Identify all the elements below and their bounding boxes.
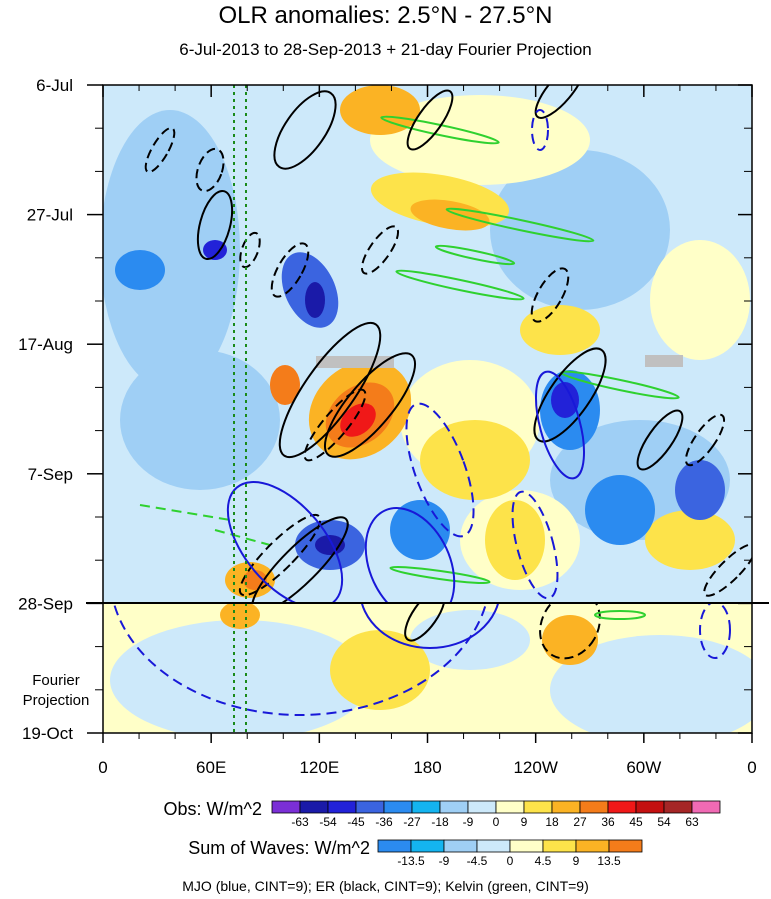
fourier-label-line: Fourier bbox=[32, 672, 80, 689]
x-tick-label: 120W bbox=[513, 758, 557, 777]
x-axis: 0 60E 120E 180 120W 60W 0 bbox=[98, 85, 757, 777]
fourier-field bbox=[103, 603, 752, 733]
colorbar-swatch bbox=[443, 839, 478, 853]
colorbar-swatch bbox=[608, 839, 643, 853]
colorbar-level: 27 bbox=[573, 815, 587, 829]
colorbar-swatch bbox=[663, 800, 693, 814]
colorbar-swatch bbox=[411, 800, 441, 814]
y-tick-label: 17-Aug bbox=[18, 335, 73, 354]
colorbar-level: 13.5 bbox=[597, 854, 621, 868]
y-tick-label: 28-Sep bbox=[18, 594, 73, 613]
y-axis: 6-Jul 27-Jul 17-Aug 7-Sep 28-Sep 19-Oct bbox=[18, 76, 752, 743]
colorbar-swatch bbox=[439, 800, 469, 814]
x-tick-label: 0 bbox=[747, 758, 756, 777]
colorbar-level: -18 bbox=[431, 815, 449, 829]
colorbar-swatch bbox=[575, 839, 610, 853]
colorbar-swatch bbox=[542, 839, 577, 853]
chart-title: OLR anomalies: 2.5°N - 27.5°N bbox=[218, 2, 553, 29]
colorbar-title: Obs: W/m^2 bbox=[164, 799, 262, 819]
colorbar-level: 36 bbox=[601, 815, 615, 829]
obs-colorbar: -63 -54 -45 -36 -27 -18 -9 0 9 18 27 36 45 54 63 Obs: W… bbox=[164, 799, 721, 829]
x-tick-label: 120E bbox=[299, 758, 339, 777]
colorbar-level: 9 bbox=[521, 815, 528, 829]
colorbar-swatch bbox=[523, 800, 553, 814]
colorbar-swatch bbox=[635, 800, 665, 814]
wave-legend-note: MJO (blue, CINT=9); ER (black, CINT=9); … bbox=[182, 878, 589, 894]
fourier-contours bbox=[112, 603, 731, 716]
colorbar-swatch bbox=[383, 800, 413, 814]
x-tick-label: 180 bbox=[413, 758, 441, 777]
colorbar-swatch bbox=[579, 800, 609, 814]
colorbar-swatch bbox=[271, 800, 301, 814]
colorbar-swatch bbox=[299, 800, 329, 814]
colorbar-level: -63 bbox=[291, 815, 309, 829]
y-tick-label: 19-Oct bbox=[22, 724, 73, 743]
x-tick-label: 60E bbox=[196, 758, 226, 777]
colorbar-level: -13.5 bbox=[397, 854, 425, 868]
colorbar-level: 54 bbox=[657, 815, 671, 829]
colorbar-swatch bbox=[377, 839, 412, 853]
waves-colorbar: -13.5 -9 -4.5 0 4.5 9 13.5 Sum of Waves: W/m^2 bbox=[188, 838, 643, 868]
colorbar-swatch bbox=[327, 800, 357, 814]
y-tick-label: 6-Jul bbox=[36, 76, 73, 95]
colorbar-level: -9 bbox=[439, 854, 450, 868]
colorbar-swatch bbox=[410, 839, 445, 853]
colorbar-level: 63 bbox=[685, 815, 699, 829]
colorbar-level: 45 bbox=[629, 815, 643, 829]
colorbar-level: -4.5 bbox=[467, 854, 488, 868]
colorbar-level: -54 bbox=[319, 815, 337, 829]
colorbar-level: -45 bbox=[347, 815, 365, 829]
obs-field bbox=[103, 85, 752, 603]
colorbar-level: 4.5 bbox=[535, 854, 552, 868]
colorbar-swatch bbox=[467, 800, 497, 814]
y-tick-label: 7-Sep bbox=[28, 465, 73, 484]
wave-contours bbox=[139, 85, 752, 603]
colorbar-swatch bbox=[476, 839, 511, 853]
colorbar-swatch bbox=[495, 800, 525, 814]
colorbar-swatch bbox=[551, 800, 581, 814]
colorbar-swatch bbox=[691, 800, 721, 814]
chart-subtitle: 6-Jul-2013 to 28-Sep-2013 + 21-day Fouri… bbox=[179, 40, 592, 59]
colorbar-level: 9 bbox=[573, 854, 580, 868]
colorbar-swatch bbox=[355, 800, 385, 814]
colorbar-swatch bbox=[607, 800, 637, 814]
colorbar-level: -9 bbox=[463, 815, 474, 829]
colorbar-title: Sum of Waves: W/m^2 bbox=[188, 838, 370, 858]
colorbar-level: -27 bbox=[403, 815, 421, 829]
colorbar-level: 0 bbox=[493, 815, 500, 829]
x-tick-label: 60W bbox=[626, 758, 661, 777]
colorbar-swatch bbox=[509, 839, 544, 853]
x-tick-label: 0 bbox=[98, 758, 107, 777]
colorbar-level: 0 bbox=[507, 854, 514, 868]
fourier-label-line: Projection bbox=[23, 692, 90, 709]
colorbar-level: -36 bbox=[375, 815, 393, 829]
y-tick-label: 27-Jul bbox=[27, 206, 73, 225]
fourier-projection-label: Fourier Projection bbox=[23, 672, 90, 709]
colorbar-level: 18 bbox=[545, 815, 559, 829]
